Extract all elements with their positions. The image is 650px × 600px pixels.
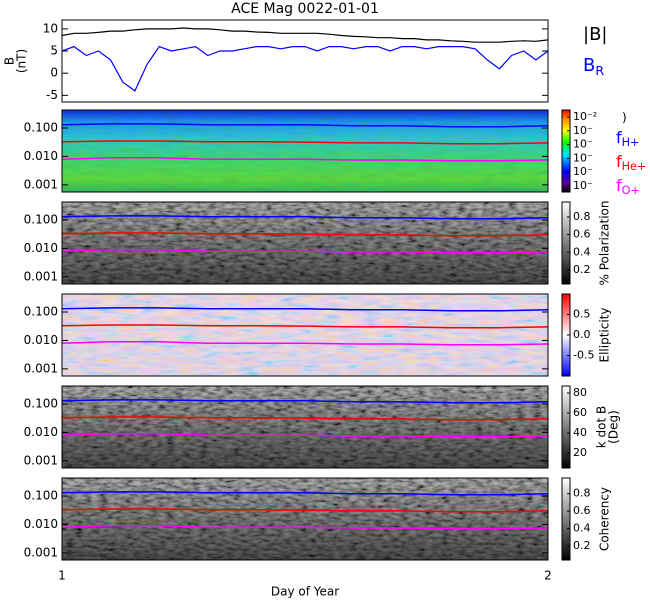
y-axis-label: (nT) (15, 49, 29, 73)
colorbar-tick-label: 0.2 (573, 263, 591, 276)
gyrofrequency-line (61, 416, 549, 421)
gyrofrequency-line (61, 432, 549, 438)
legend-name: f (616, 128, 622, 147)
panel-frame (61, 109, 549, 193)
gyrofrequency-line (61, 215, 549, 220)
legend-name: f (616, 152, 622, 171)
colorbar-tick-label: 10⁻ (573, 179, 593, 192)
legend-entry: fHe+ (616, 152, 646, 174)
y-tick-label: 0.100 (24, 397, 58, 411)
legend-subscript: H+ (622, 136, 640, 149)
gyrofrequency-line (61, 399, 549, 404)
x-tick-label: 2 (544, 569, 552, 583)
y-tick-label: 10 (43, 21, 58, 35)
data-line (61, 27, 549, 43)
legend-subscript: O+ (622, 184, 640, 197)
panel-frame (61, 477, 549, 561)
y-tick-label: 0 (50, 66, 58, 80)
spectrogram-texture (62, 386, 548, 468)
y-tick-label: 0.010 (24, 149, 58, 163)
gyrofrequency-line (61, 232, 549, 237)
colorbar (561, 385, 571, 469)
y-tick-label: 0.001 (24, 177, 58, 191)
colorbar-label: ) (622, 111, 627, 125)
y-tick-label: 0.001 (24, 545, 58, 559)
legend-subscript: He+ (622, 160, 647, 173)
colorbar-tick-label: 0.6 (573, 228, 591, 241)
y-tick-label: 5 (50, 44, 58, 58)
legend-name: |B| (583, 24, 607, 45)
colorbar-tick-label: 0.4 (573, 245, 591, 258)
y-tick-label: 0.001 (24, 269, 58, 283)
legend-entry: fO+ (616, 176, 640, 198)
legend-name: f (616, 176, 622, 195)
colorbar-tick-label: 20 (573, 446, 587, 459)
gyrofrequency-line (61, 340, 549, 346)
y-tick-label: 0.100 (24, 489, 58, 503)
legend-name: B (583, 55, 595, 76)
colorbar-tick-label: 0.8 (573, 210, 591, 223)
colorbar (561, 201, 571, 285)
colorbar-tick-label: 0.5 (573, 308, 591, 321)
gyrofrequency-line (61, 123, 549, 128)
y-tick-label: 0.010 (24, 425, 58, 439)
y-tick-label: 0.100 (24, 121, 58, 135)
gyrofrequency-line (61, 248, 549, 254)
spectrogram-texture (62, 110, 548, 192)
panel-frame (61, 385, 549, 469)
colorbar-tick-label: 0.8 (573, 487, 591, 500)
y-tick-label: 0.010 (24, 517, 58, 531)
colorbar-tick-label: 0.0 (573, 328, 591, 341)
colorbar-label: Ellipticity (598, 308, 612, 363)
colorbar-label: (Deg) (607, 410, 621, 444)
panel-frame (61, 201, 549, 285)
gyrofrequency-line (61, 508, 549, 513)
colorbar-tick-label: 80 (573, 386, 587, 399)
colorbar-tick-label: 40 (573, 426, 587, 439)
y-tick-label: 0.001 (24, 453, 58, 467)
spectrogram-texture (62, 202, 548, 284)
data-line (61, 45, 549, 92)
panel-frame (61, 293, 549, 377)
gyrofrequency-line (61, 140, 549, 145)
colorbar-tick-label: 10⁻ (573, 151, 593, 164)
y-tick-label: 0.010 (24, 333, 58, 347)
x-axis-label: Day of Year (271, 585, 339, 599)
gyrofrequency-line (61, 524, 549, 530)
y-tick-label: 0.010 (24, 241, 58, 255)
legend-entry: fH+ (616, 128, 639, 150)
colorbar (561, 477, 571, 561)
colorbar-tick-label: 10⁻ (573, 138, 593, 151)
colorbar-tick-label: -0.5 (573, 349, 594, 362)
legend-entry: |B| (583, 24, 607, 45)
colorbar-tick-label: 10⁻² (573, 110, 597, 123)
y-tick-label: 0.001 (24, 361, 58, 375)
gyrofrequency-line (61, 324, 549, 329)
y-axis-label: B (3, 57, 17, 65)
colorbar-label: % Polarization (598, 201, 612, 286)
colorbar (561, 109, 571, 193)
spectrogram-texture (62, 478, 548, 560)
gyrofrequency-line (61, 307, 549, 312)
colorbar-label: Coherency (598, 487, 612, 551)
colorbar-tick-label: 0.4 (573, 522, 591, 535)
colorbar-tick-label: 0.6 (573, 504, 591, 517)
y-tick-label: 0.100 (24, 213, 58, 227)
y-tick-label: 0.100 (24, 305, 58, 319)
x-tick-label: 1 (58, 569, 66, 583)
spectrogram-texture (62, 294, 548, 376)
panel-frame (61, 19, 549, 103)
gyrofrequency-line (61, 156, 549, 162)
colorbar-label: k dot B (595, 406, 609, 448)
y-tick-label: -5 (46, 88, 58, 102)
gyrofrequency-line (61, 491, 549, 496)
colorbar-tick-label: 60 (573, 406, 587, 419)
colorbar-tick-label: 0.2 (573, 539, 591, 552)
colorbar-tick-label: 10⁻ (573, 124, 593, 137)
legend-subscript: R (595, 63, 604, 78)
legend-entry: BR (583, 55, 604, 78)
colorbar-tick-label: 10⁻ (573, 165, 593, 178)
title: ACE Mag 0022-01-01 (231, 1, 379, 17)
